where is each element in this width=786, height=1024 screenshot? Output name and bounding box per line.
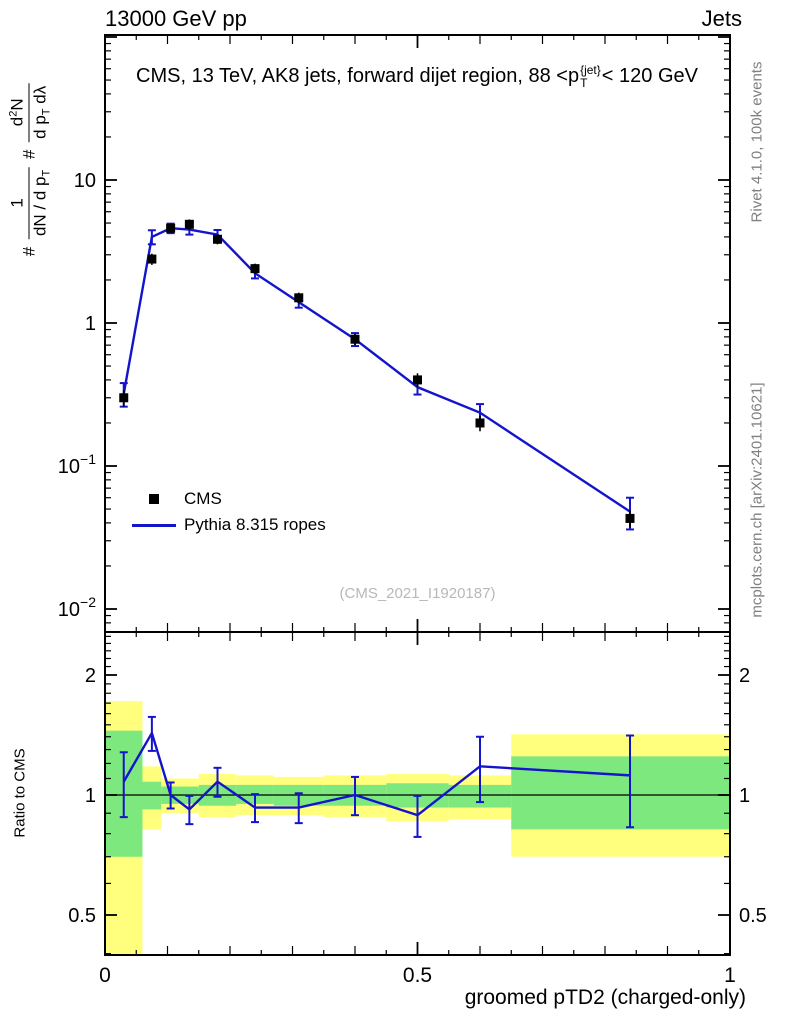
cms-series xyxy=(119,219,635,528)
legend-swatch-cms xyxy=(130,494,178,504)
plot-title: CMS, 13 TeV, AK8 jets, forward dijet reg… xyxy=(136,63,698,90)
svg-text:0.5: 0.5 xyxy=(403,964,432,987)
main-panel-frame xyxy=(104,34,731,633)
svg-text:2: 2 xyxy=(85,665,96,687)
x-axis-title: groomed pTD2 (charged-only) xyxy=(464,986,746,1009)
ratio-series xyxy=(119,715,634,838)
svg-text:1: 1 xyxy=(739,785,750,807)
legend-swatch-pythia xyxy=(130,523,178,527)
ratio-y-axis-label: Ratio to CMS xyxy=(11,748,29,838)
svg-text:10−2: 10−2 xyxy=(58,594,96,621)
svg-text:10−1: 10−1 xyxy=(58,451,96,478)
legend-label-pythia: Pythia 8.315 ropes xyxy=(184,515,326,534)
mcplots-arxiv-label: mcplots.cern.ch [arXiv:2401.10621] xyxy=(748,382,766,618)
ratio-panel-frame xyxy=(104,631,731,956)
legend-item-pythia: Pythia 8.315 ropes xyxy=(130,512,326,538)
svg-text:10: 10 xyxy=(74,170,96,192)
svg-text:1: 1 xyxy=(85,313,96,335)
rivet-version-label: Rivet 4.1.0, 100k events xyxy=(748,61,766,223)
svg-text:0.5: 0.5 xyxy=(739,905,767,927)
main-y-axis-label: # 1 dN / d pT # d2N d pT dλ xyxy=(7,80,53,256)
svg-text:2: 2 xyxy=(739,665,750,687)
svg-text:0.5: 0.5 xyxy=(68,905,96,927)
svg-text:0: 0 xyxy=(99,964,111,987)
header-beam-label: 13000 GeV pp xyxy=(105,6,247,31)
cms-marker-icon xyxy=(149,494,159,504)
pythia-line-icon xyxy=(132,523,176,527)
legend-item-cms: CMS xyxy=(130,486,326,512)
axis-tick-labels: 10 1 10−1 10−2 2 2 1 1 0.5 0.5 0 0.5 1 xyxy=(58,170,767,987)
svg-text:1: 1 xyxy=(85,785,96,807)
legend: CMS Pythia 8.315 ropes xyxy=(130,486,326,538)
svg-text:1: 1 xyxy=(724,964,736,987)
pythia-series xyxy=(119,222,634,531)
analysis-id-watermark: (CMS_2021_I1920187) xyxy=(339,585,496,602)
legend-label-cms: CMS xyxy=(184,489,222,508)
header-analysis-label: Jets xyxy=(701,6,742,31)
